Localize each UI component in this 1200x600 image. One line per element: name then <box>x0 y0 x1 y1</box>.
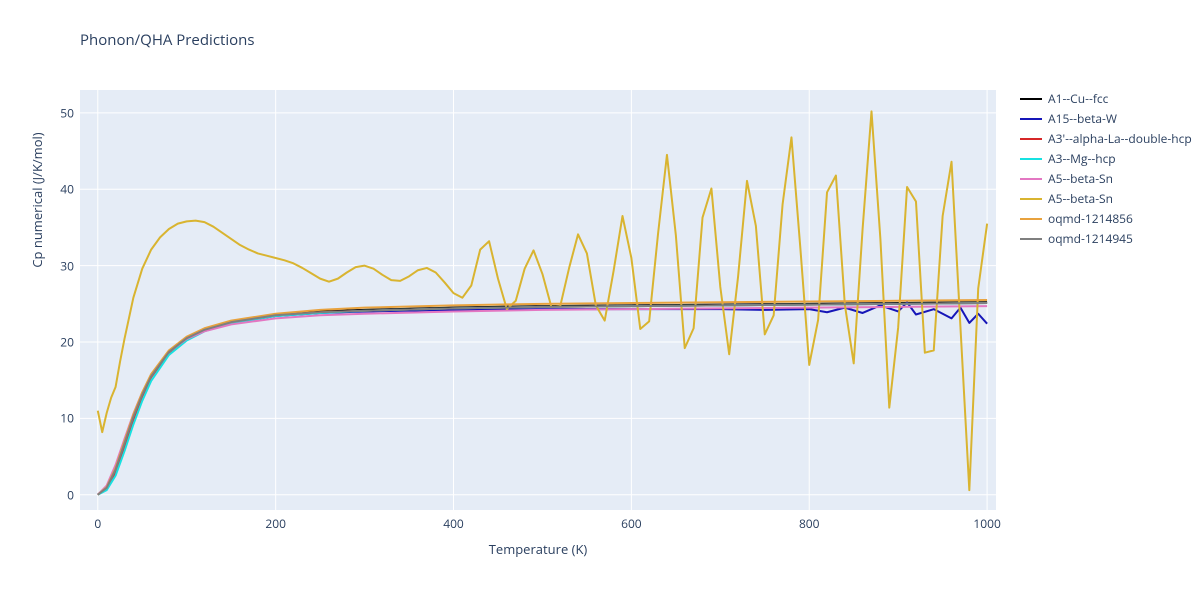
x-tick-label: 400 <box>443 515 464 532</box>
legend-swatch <box>1020 198 1042 200</box>
series-line[interactable] <box>98 300 987 495</box>
x-tick-label: 200 <box>265 515 286 532</box>
x-tick-label: 0 <box>94 515 101 532</box>
series-line[interactable] <box>98 303 987 495</box>
legend-swatch <box>1020 178 1042 180</box>
legend-label: A1--Cu--fcc <box>1048 90 1108 107</box>
x-tick-label: 1000 <box>973 515 1000 532</box>
legend-label: A5--beta-Sn <box>1048 190 1113 207</box>
y-tick-label: 50 <box>44 104 74 121</box>
legend-item[interactable]: A15--beta-W <box>1020 110 1192 127</box>
chart-title: Phonon/QHA Predictions <box>80 30 255 50</box>
series-line[interactable] <box>98 303 987 495</box>
legend-label: A3'--alpha-La--double-hcp <box>1048 130 1192 147</box>
y-tick-label: 20 <box>44 334 74 351</box>
y-tick-label: 40 <box>44 181 74 198</box>
legend-item[interactable]: A3--Mg--hcp <box>1020 150 1192 167</box>
series-line[interactable] <box>98 302 987 494</box>
x-axis-label: Temperature (K) <box>80 540 996 558</box>
legend-swatch <box>1020 118 1042 120</box>
series-line[interactable] <box>98 306 987 495</box>
legend-item[interactable]: oqmd-1214856 <box>1020 210 1192 227</box>
legend-swatch <box>1020 158 1042 160</box>
legend-swatch <box>1020 138 1042 140</box>
legend-item[interactable]: oqmd-1214945 <box>1020 230 1192 247</box>
legend-item[interactable]: A5--beta-Sn <box>1020 190 1192 207</box>
x-tick-label: 800 <box>799 515 820 532</box>
legend-swatch <box>1020 218 1042 220</box>
y-axis-label: Cp numerical (J/K/mol) <box>18 90 38 510</box>
legend-label: oqmd-1214856 <box>1048 210 1133 227</box>
series-line[interactable] <box>98 303 987 495</box>
y-tick-label: 10 <box>44 410 74 427</box>
legend-item[interactable]: A1--Cu--fcc <box>1020 90 1192 107</box>
legend-swatch <box>1020 238 1042 240</box>
legend-label: A3--Mg--hcp <box>1048 150 1116 167</box>
legend: A1--Cu--fcc A15--beta-W A3'--alpha-La--dou… <box>1020 90 1192 250</box>
y-tick-label: 30 <box>44 257 74 274</box>
legend-label: A15--beta-W <box>1048 110 1117 127</box>
series-line[interactable] <box>98 302 987 494</box>
chart-svg <box>80 90 996 510</box>
legend-label: A5--beta-Sn <box>1048 170 1113 187</box>
y-tick-label: 0 <box>44 486 74 503</box>
legend-item[interactable]: A3'--alpha-La--double-hcp <box>1020 130 1192 147</box>
legend-swatch <box>1020 98 1042 100</box>
legend-item[interactable]: A5--beta-Sn <box>1020 170 1192 187</box>
chart-container: { "chart": { "type": "line", "title": "P… <box>0 0 1200 600</box>
legend-label: oqmd-1214945 <box>1048 230 1133 247</box>
x-tick-label: 600 <box>621 515 642 532</box>
